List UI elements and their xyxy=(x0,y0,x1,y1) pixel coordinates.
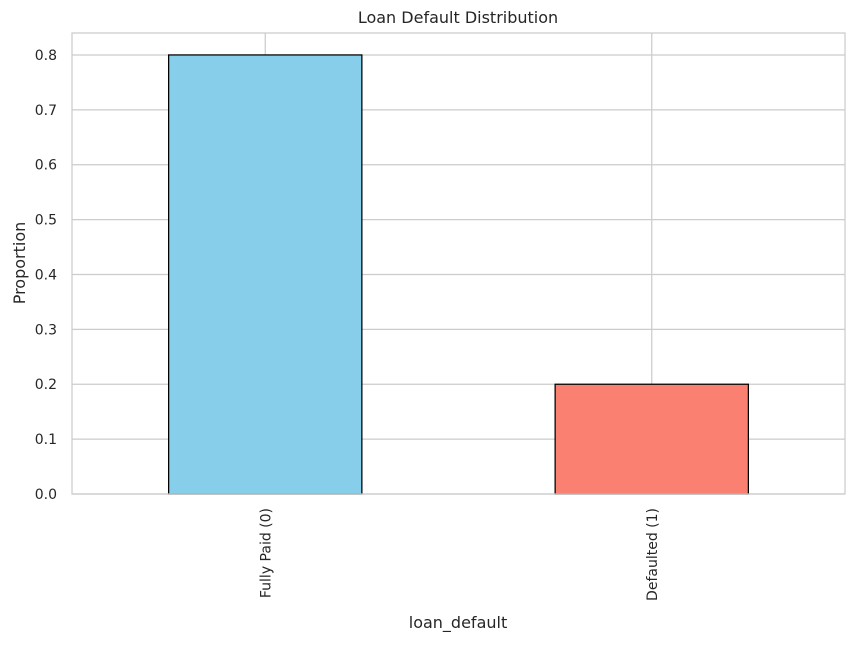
plot-frame xyxy=(71,32,846,495)
y-tick-label: 0.4 xyxy=(35,267,57,283)
y-axis-label: Proportion xyxy=(10,222,29,305)
x-tick-labels: Fully Paid (0) Defaulted (1) xyxy=(258,508,661,601)
y-tick-label: 0.1 xyxy=(35,432,57,448)
bar-fully-paid-0 xyxy=(168,54,363,495)
x-axis-label: loan_default xyxy=(409,613,507,633)
y-tick-label: 0.7 xyxy=(35,103,57,119)
bars-layer xyxy=(168,54,749,495)
bar-defaulted-1 xyxy=(554,383,749,495)
chart-title: Loan Default Distribution xyxy=(358,8,558,27)
y-tick-label: 0.2 xyxy=(35,377,57,393)
x-tick-label: Fully Paid (0) xyxy=(258,508,274,598)
y-tick-label: 0.8 xyxy=(35,48,57,64)
y-tick-label: 0.6 xyxy=(35,158,57,174)
y-tick-label: 0.3 xyxy=(35,322,57,338)
x-tick-label: Defaulted (1) xyxy=(645,508,661,601)
y-tick-label: 0.0 xyxy=(35,487,57,503)
y-tick-label: 0.5 xyxy=(35,213,57,229)
y-tick-labels: 0.0 0.1 0.2 0.3 0.4 0.5 0.6 0.7 0.8 xyxy=(35,48,57,503)
